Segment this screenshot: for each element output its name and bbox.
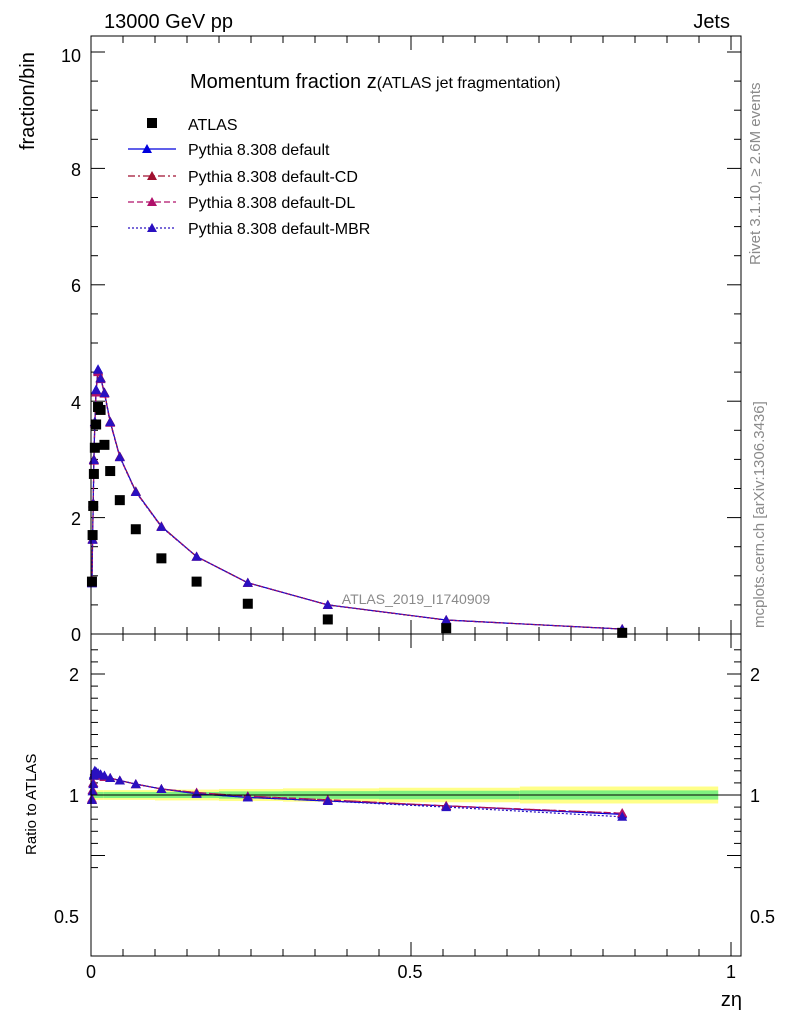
ratio-point-3 bbox=[87, 786, 98, 796]
legend: ATLAS Pythia 8.308 default Pythia 8.308 … bbox=[128, 117, 370, 238]
series-point-3 bbox=[99, 388, 110, 398]
ratio-point-3 bbox=[156, 783, 167, 793]
x-tick-label-0.5: 0.5 bbox=[397, 962, 422, 982]
energy-label: 13000 GeV pp bbox=[104, 11, 233, 33]
data-point bbox=[105, 466, 116, 477]
ratio-point-3 bbox=[617, 811, 628, 821]
data-point bbox=[88, 500, 99, 511]
data-point bbox=[95, 404, 106, 415]
series-point-3 bbox=[322, 599, 333, 609]
y-tick-label-2: 2 bbox=[71, 509, 81, 529]
ratio-tick-label-2-right: 2 bbox=[750, 665, 760, 685]
ratio-point-3 bbox=[130, 779, 141, 789]
legend-label-dl: Pythia 8.308 default-DL bbox=[188, 195, 355, 212]
series-point-3 bbox=[242, 577, 253, 587]
data-point bbox=[86, 576, 97, 587]
legend-label-mbr: Pythia 8.308 default-MBR bbox=[188, 221, 370, 238]
x-tick-label-0: 0 bbox=[86, 962, 96, 982]
series-markers bbox=[86, 364, 628, 821]
y-tick-label-4: 4 bbox=[71, 393, 81, 413]
ratio-point-3 bbox=[191, 788, 202, 798]
data-point bbox=[191, 576, 202, 587]
legend-marker-cd bbox=[147, 171, 157, 180]
series-line-3 bbox=[91, 369, 623, 630]
series-point-3 bbox=[441, 615, 452, 625]
legend-marker-default bbox=[142, 144, 152, 153]
series-point-3 bbox=[114, 452, 125, 462]
data-point bbox=[114, 495, 125, 506]
data-point bbox=[91, 419, 102, 430]
y-tick-label-6: 6 bbox=[71, 276, 81, 296]
ratio-point-3 bbox=[114, 775, 125, 785]
legend-marker-dl bbox=[147, 197, 157, 206]
y-tick-label-8: 8 bbox=[71, 160, 81, 180]
legend-label-cd: Pythia 8.308 default-CD bbox=[188, 169, 358, 186]
legend-marker-mbr bbox=[147, 223, 157, 232]
x-tick-label-1: 1 bbox=[726, 962, 736, 982]
data-point bbox=[130, 524, 141, 535]
series-point-3 bbox=[156, 521, 167, 531]
y-tick-label-0: 0 bbox=[71, 625, 81, 645]
ratio-point-3 bbox=[99, 770, 110, 780]
legend-marker-atlas bbox=[147, 118, 157, 128]
data-point bbox=[242, 598, 253, 609]
series-point-3 bbox=[130, 486, 141, 496]
data-point bbox=[88, 468, 99, 479]
legend-label-atlas: ATLAS bbox=[188, 117, 238, 134]
ratio-tick-label-1: 1 bbox=[69, 786, 79, 806]
series-point-3 bbox=[91, 385, 102, 395]
series-point-3 bbox=[191, 551, 202, 561]
y-tick-label-10: 10 bbox=[61, 46, 81, 66]
ratio-tick-label-0.5: 0.5 bbox=[54, 907, 79, 927]
chart-title-sub: (ATLAS jet fragmentation) bbox=[377, 75, 561, 92]
x-axis-label: zη bbox=[721, 989, 742, 1011]
category-label: Jets bbox=[693, 11, 730, 33]
data-point bbox=[441, 623, 452, 634]
ratio-y-axis-label: Ratio to ATLAS bbox=[23, 754, 40, 855]
series-point-3 bbox=[95, 373, 106, 383]
ratio-tick-label-1-right: 1 bbox=[750, 786, 760, 806]
data-point bbox=[99, 439, 110, 450]
ratio-tick-label-0.5-right: 0.5 bbox=[750, 907, 775, 927]
data-point bbox=[322, 614, 333, 625]
ratio-point-3 bbox=[105, 773, 116, 783]
series-point-3 bbox=[93, 364, 104, 374]
data-point bbox=[617, 627, 628, 638]
analysis-label: ATLAS_2019_I1740909 bbox=[342, 591, 491, 607]
ratio-point-3 bbox=[441, 802, 452, 812]
data-point bbox=[156, 553, 167, 564]
data-point bbox=[89, 442, 100, 453]
ratio-point-3 bbox=[88, 779, 99, 789]
legend-label-default: Pythia 8.308 default bbox=[188, 142, 330, 159]
ratio-point-3 bbox=[86, 794, 97, 804]
ratio-point-3 bbox=[242, 792, 253, 802]
ratio-point-3 bbox=[322, 796, 333, 806]
series-point-3 bbox=[105, 417, 116, 427]
side-label-bottom: mcplots.cern.ch [arXiv:1306.3436] bbox=[751, 401, 768, 628]
y-axis-label: fraction/bin bbox=[17, 52, 39, 150]
side-label-top: Rivet 3.1.10, ≥ 2.6M events bbox=[747, 83, 764, 266]
ratio-tick-label-2: 2 bbox=[69, 665, 79, 685]
data-point bbox=[87, 530, 98, 541]
chart-title: Momentum fraction z(ATLAS jet fragmentat… bbox=[190, 71, 561, 93]
chart-title-main: Momentum fraction z bbox=[190, 71, 377, 93]
